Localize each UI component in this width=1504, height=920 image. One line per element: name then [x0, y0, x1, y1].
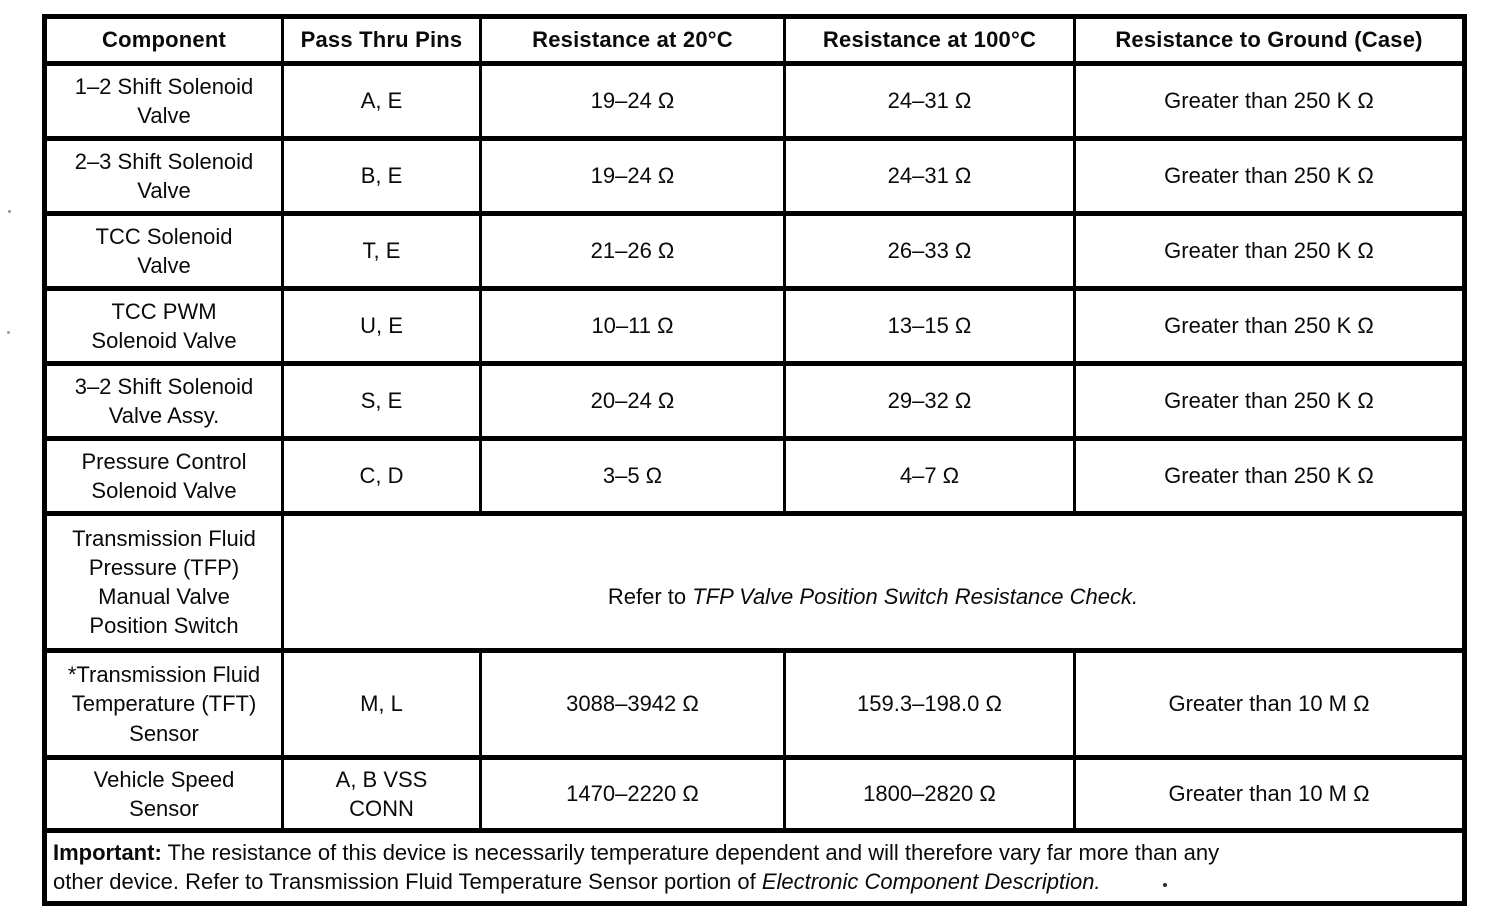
resistance-20c-cell: 3–5 Ω	[479, 436, 786, 516]
header-row: Component Pass Thru Pins Resistance at 2…	[43, 14, 1466, 66]
important-note-body: The resistance of this device is necessa…	[53, 839, 1220, 894]
component-cell: 2–3 Shift Solenoid Valve	[43, 136, 284, 216]
tfp-refer-reference: TFP Valve Position Switch Resistance Che…	[692, 584, 1139, 609]
header-resistance-20c: Resistance at 20°C	[479, 14, 786, 66]
component-cell: *Transmission Fluid Temperature (TFT) Se…	[43, 648, 284, 760]
scan-artifact	[7, 331, 10, 334]
table-row-tfp-manual-valve-switch: Transmission Fluid Pressure (TFP) Manual…	[43, 511, 1466, 653]
pins-cell: C, D	[281, 436, 482, 516]
resistance-20c-cell: 3088–3942 Ω	[479, 648, 786, 760]
table-row-pressure-control-solenoid: Pressure Control Solenoid Valve C, D 3–5…	[43, 436, 1466, 516]
resistance-ground-cell: Greater than 250 K Ω	[1073, 361, 1466, 441]
important-note-row: Important: The resistance of this device…	[43, 828, 1466, 906]
resistance-100c-cell: 24–31 Ω	[783, 61, 1076, 141]
table-row-3-2-shift-solenoid: 3–2 Shift Solenoid Valve Assy. S, E 20–2…	[43, 361, 1466, 441]
resistance-20c-cell: 1470–2220 Ω	[479, 755, 786, 833]
scan-artifact	[8, 210, 11, 213]
table-row-2-3-shift-solenoid: 2–3 Shift Solenoid Valve B, E 19–24 Ω 24…	[43, 136, 1466, 216]
resistance-ground-cell: Greater than 250 K Ω	[1073, 61, 1466, 141]
table-row-tcc-solenoid: TCC Solenoid Valve T, E 21–26 Ω 26–33 Ω …	[43, 211, 1466, 291]
pins-cell: S, E	[281, 361, 482, 441]
resistance-20c-cell: 20–24 Ω	[479, 361, 786, 441]
component-cell: Transmission Fluid Pressure (TFP) Manual…	[43, 511, 284, 653]
important-note-label: Important:	[53, 839, 162, 865]
important-note-reference: Electronic Component Description.	[761, 869, 1101, 894]
resistance-ground-cell: Greater than 250 K Ω	[1073, 286, 1466, 366]
resistance-ground-cell: Greater than 10 M Ω	[1073, 648, 1466, 760]
component-cell: TCC Solenoid Valve	[43, 211, 284, 291]
tfp-refer-prefix: Refer to	[607, 584, 693, 609]
table-row-1-2-shift-solenoid: 1–2 Shift Solenoid Valve A, E 19–24 Ω 24…	[43, 61, 1466, 141]
resistance-ground-cell: Greater than 250 K Ω	[1073, 436, 1466, 516]
resistance-ground-cell: Greater than 250 K Ω	[1073, 136, 1466, 216]
header-pass-thru-pins: Pass Thru Pins	[281, 14, 482, 66]
resistance-20c-cell: 10–11 Ω	[479, 286, 786, 366]
header-resistance-ground: Resistance to Ground (Case)	[1073, 14, 1466, 66]
pins-cell: M, L	[281, 648, 482, 760]
resistance-100c-cell: 29–32 Ω	[783, 361, 1076, 441]
component-cell: 3–2 Shift Solenoid Valve Assy.	[43, 361, 284, 441]
important-note-cell: Important: The resistance of this device…	[43, 828, 1466, 906]
resistance-ground-cell: Greater than 10 M Ω	[1073, 755, 1466, 833]
pins-cell: U, E	[281, 286, 482, 366]
table-row-vehicle-speed-sensor: Vehicle Speed Sensor A, B VSS CONN 1470–…	[43, 755, 1466, 833]
resistance-spec-table: Component Pass Thru Pins Resistance at 2…	[42, 14, 1467, 906]
header-resistance-100c: Resistance at 100°C	[783, 14, 1076, 66]
resistance-20c-cell: 19–24 Ω	[479, 61, 786, 141]
resistance-100c-cell: 1800–2820 Ω	[783, 755, 1076, 833]
resistance-100c-cell: 4–7 Ω	[783, 436, 1076, 516]
resistance-100c-cell: 13–15 Ω	[783, 286, 1076, 366]
component-cell: TCC PWM Solenoid Valve	[43, 286, 284, 366]
pins-cell: B, E	[281, 136, 482, 216]
table-row-tft-sensor: *Transmission Fluid Temperature (TFT) Se…	[43, 648, 1466, 760]
resistance-100c-cell: 159.3–198.0 Ω	[783, 648, 1076, 760]
header-component: Component	[43, 14, 284, 66]
component-cell: Vehicle Speed Sensor	[43, 755, 284, 833]
scan-artifact	[1163, 883, 1167, 887]
pins-cell: A, B VSS CONN	[281, 755, 482, 833]
resistance-20c-cell: 21–26 Ω	[479, 211, 786, 291]
table-row-tcc-pwm-solenoid: TCC PWM Solenoid Valve U, E 10–11 Ω 13–1…	[43, 286, 1466, 366]
resistance-100c-cell: 26–33 Ω	[783, 211, 1076, 291]
tfp-refer-cell: Refer to TFP Valve Position Switch Resis…	[281, 511, 1466, 653]
component-cell: 1–2 Shift Solenoid Valve	[43, 61, 284, 141]
resistance-100c-cell: 24–31 Ω	[783, 136, 1076, 216]
pins-cell: A, E	[281, 61, 482, 141]
resistance-20c-cell: 19–24 Ω	[479, 136, 786, 216]
component-cell: Pressure Control Solenoid Valve	[43, 436, 284, 516]
pins-cell: T, E	[281, 211, 482, 291]
resistance-ground-cell: Greater than 250 K Ω	[1073, 211, 1466, 291]
